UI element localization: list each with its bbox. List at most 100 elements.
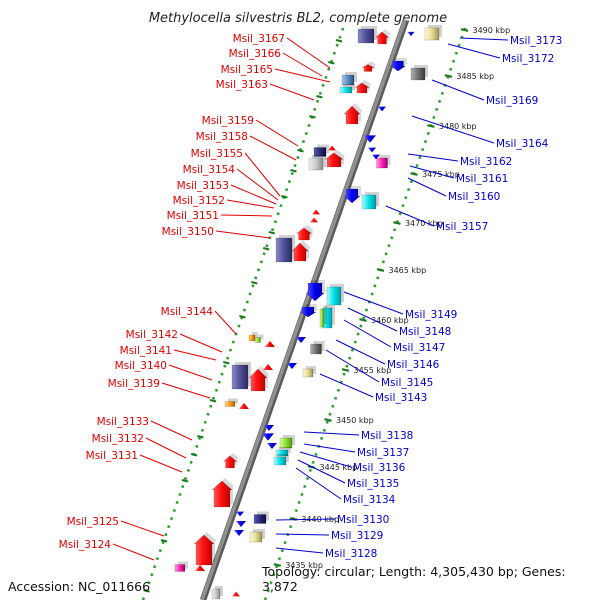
gene-arrow-reverse xyxy=(267,443,277,449)
guide-tick xyxy=(197,435,204,439)
scale-tick xyxy=(410,172,418,176)
gene-arrow-forward xyxy=(263,364,273,370)
guide-tick xyxy=(316,95,323,99)
guide-tick xyxy=(143,589,150,593)
gene-arrow-reverse xyxy=(389,60,407,72)
gene-box xyxy=(308,157,324,171)
leader-line xyxy=(249,135,297,161)
gene-label-reverse: Msil_3149 xyxy=(405,309,457,321)
gene-label-forward: Msil_3133 xyxy=(97,416,149,428)
gene-arrow-forward xyxy=(239,403,249,409)
guide-tick xyxy=(335,39,343,43)
gene-label-forward: Msil_3154 xyxy=(183,164,236,176)
gene-arrow-forward xyxy=(374,31,390,45)
scale-tick-label: 3460 kbp xyxy=(371,316,409,325)
scale-tick-label: 3435 kbp xyxy=(285,561,323,570)
gene-label-reverse: Msil_3138 xyxy=(361,430,413,442)
scale-tick xyxy=(273,563,281,567)
gene-label-reverse: Msil_3164 xyxy=(496,138,549,150)
gene-label-forward: Msil_3167 xyxy=(233,33,285,45)
leader-line xyxy=(347,307,398,332)
leader-line xyxy=(343,319,392,348)
guide-tick xyxy=(297,149,304,153)
leader-line xyxy=(161,382,211,399)
gene-label-forward: Msil_3166 xyxy=(229,48,282,60)
gene-label-forward: Msil_3132 xyxy=(92,433,144,445)
gene-label-forward: Msil_3144 xyxy=(161,306,214,318)
scale-tick xyxy=(460,28,469,32)
guide-tick xyxy=(209,399,217,403)
gene-box xyxy=(302,368,314,378)
gene-label-forward: Msil_3155 xyxy=(191,148,243,160)
leader-line xyxy=(447,43,501,59)
scale-tick-label: 3470 kbp xyxy=(405,219,443,228)
gene-label-forward: Msil_3124 xyxy=(59,539,112,551)
leader-line xyxy=(282,52,323,77)
gene-box xyxy=(224,401,236,407)
gene-arrow-reverse xyxy=(364,135,376,143)
leader-line xyxy=(244,152,281,197)
guide-tick xyxy=(239,315,246,319)
guide-tick xyxy=(251,281,258,285)
leader-line xyxy=(319,373,374,398)
gene-box-shadow xyxy=(323,306,327,324)
leader-line xyxy=(230,184,277,205)
gene-label-reverse: Msil_3137 xyxy=(357,447,409,459)
gene-box xyxy=(410,67,426,81)
gene-arrow-forward xyxy=(353,82,371,94)
gene-arrow-reverse xyxy=(234,530,244,536)
leader-line xyxy=(274,68,331,83)
leader-line xyxy=(269,83,315,101)
gene-arrow-reverse xyxy=(262,433,274,441)
scale-tick xyxy=(324,418,332,422)
gene-arrow-forward xyxy=(232,591,240,597)
leader-line xyxy=(120,520,165,537)
scale-tick xyxy=(359,318,367,322)
leader-line xyxy=(343,291,404,315)
scale-tick-label: 3445 kbp xyxy=(320,463,358,472)
leader-line xyxy=(215,230,271,239)
gene-label-reverse: Msil_3128 xyxy=(325,548,377,560)
leader-line xyxy=(236,168,279,201)
gene-label-forward: Msil_3131 xyxy=(86,450,138,462)
gene-label-reverse: Msil_3148 xyxy=(399,326,451,338)
gene-label-forward: Msil_3141 xyxy=(120,345,172,357)
gene-box xyxy=(231,364,249,390)
guide-tick xyxy=(262,247,270,251)
leader-line xyxy=(275,547,324,554)
label-leader-lines xyxy=(112,37,509,561)
leader-line xyxy=(385,205,435,227)
gene-label-reverse: Msil_3136 xyxy=(353,462,406,474)
scale-tick xyxy=(376,268,385,272)
leader-line xyxy=(286,37,331,69)
gene-arrow-reverse xyxy=(287,363,297,369)
gene-box xyxy=(339,86,353,94)
gene-label-forward: Msil_3153 xyxy=(177,180,229,192)
gene-box xyxy=(255,337,261,343)
gene-arrow-reverse xyxy=(264,425,274,431)
gene-label-forward: Msil_3150 xyxy=(162,226,214,238)
gene-arrow-reverse xyxy=(236,511,244,517)
leader-line xyxy=(112,543,155,561)
gene-label-reverse: Msil_3157 xyxy=(436,221,488,233)
scale-tick xyxy=(341,368,350,372)
gene-arrow-forward xyxy=(248,368,268,392)
leader-line xyxy=(168,364,213,381)
gene-label-reverse: Msil_3147 xyxy=(393,342,445,354)
scale-tick xyxy=(427,124,435,128)
gene-label-reverse: Msil_3130 xyxy=(337,514,389,526)
gene-arrow-forward xyxy=(265,341,275,347)
leader-line xyxy=(335,339,386,365)
gene-arrow-reverse xyxy=(372,154,380,160)
gene-arrow-reverse xyxy=(368,147,376,153)
gene-arrow-forward xyxy=(343,105,361,125)
gene-arrow-forward xyxy=(291,242,309,262)
gene-box xyxy=(253,514,267,524)
leader-line xyxy=(275,533,330,536)
guide-tick xyxy=(190,453,198,457)
guide-tick xyxy=(309,115,316,119)
gene-arrow-reverse xyxy=(305,282,325,302)
gene-label-reverse: Msil_3145 xyxy=(381,377,433,389)
gene-label-reverse: Msil_3129 xyxy=(331,530,383,542)
